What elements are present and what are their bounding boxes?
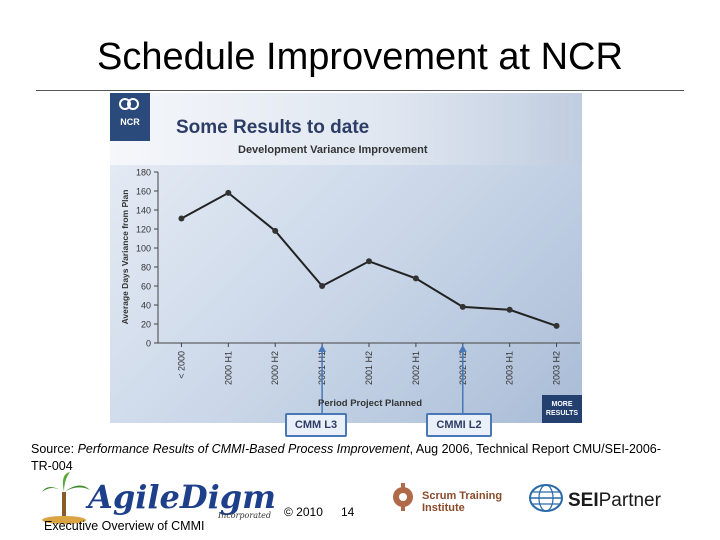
footer-text: Executive Overview of CMMI — [44, 519, 205, 533]
annotation-tag-cmm-l3: CMM L3 — [285, 413, 347, 437]
annotation-lines — [318, 345, 467, 415]
source-title: Performance Results of CMMI-Based Proces… — [77, 442, 410, 456]
chart-title: Development Variance Improvement — [238, 144, 428, 156]
y-tick-label: 80 — [141, 263, 151, 273]
agiledigm-wordmark: AgileDigm — [85, 478, 276, 516]
x-axis-label: Period Project Planned — [318, 398, 422, 409]
annotation-arrow — [458, 345, 467, 352]
y-axis-label: Average Days Variance from Plan — [120, 190, 130, 325]
ncr-mark-icon — [119, 98, 139, 110]
data-point — [506, 306, 513, 313]
agiledigm-logo: AgileDigm Incorporated — [42, 472, 276, 524]
y-tick-label: 160 — [136, 187, 151, 197]
ncr-logo: NCR — [110, 93, 150, 141]
y-tick-label: 40 — [141, 301, 151, 311]
source-citation: Source: Performance Results of CMMI-Base… — [31, 441, 671, 475]
sei-partner-text: SEIPartner — [568, 490, 662, 511]
annotation-tag-cmmi-l2: CMMI L2 — [426, 413, 492, 437]
source-prefix: Source: — [31, 442, 78, 456]
ncr-logo-text: NCR — [120, 117, 140, 127]
y-tick-label: 20 — [141, 320, 151, 330]
more-results-line2: RESULTS — [545, 410, 579, 417]
x-tick-label: < 2000 — [176, 351, 186, 379]
y-tick-label: 180 — [136, 168, 151, 178]
x-tick-label: 2002 H1 — [411, 351, 421, 385]
y-tick-label: 0 — [146, 339, 151, 349]
palm-tree-icon — [42, 472, 90, 524]
x-tick-label: 2001 H2 — [364, 351, 374, 385]
y-tick-label: 100 — [136, 244, 151, 254]
x-tick-label: 2003 H2 — [552, 351, 562, 385]
data-point — [178, 215, 185, 222]
panel-heading: Some Results to date — [176, 117, 370, 138]
more-results-badge[interactable]: MORE RESULTS — [542, 395, 582, 423]
data-point — [366, 258, 372, 265]
line-chart: 0 20 40 60 80 100 120 140 160 180 < 2000 2000 H1 20… — [120, 168, 580, 415]
title-divider — [36, 90, 684, 91]
data-series — [178, 189, 560, 329]
data-point — [412, 275, 419, 282]
y-tick-label: 120 — [136, 225, 151, 235]
sei-partner-word: Partner — [599, 490, 662, 511]
x-tick-label: 2000 H2 — [270, 351, 280, 385]
data-point — [272, 227, 279, 234]
sei-partner-logo: SEIPartner — [529, 484, 662, 512]
data-point — [459, 303, 466, 310]
x-tick-label: 2000 H1 — [223, 351, 233, 385]
x-tick-label: 2003 H1 — [505, 351, 515, 385]
annotation-arrow — [318, 345, 327, 352]
scrum-logo-line1: Scrum Training — [422, 490, 502, 502]
scrum-gear-icon — [393, 483, 413, 511]
chart-panel: NCR Some Results to date Development Var… — [110, 93, 582, 423]
scrum-training-logo: Scrum Training Institute — [393, 483, 502, 514]
y-axis: 0 20 40 60 80 100 120 140 160 180 — [136, 168, 159, 349]
globe-icon — [529, 484, 563, 512]
data-point — [319, 283, 326, 289]
data-point — [225, 189, 232, 196]
agiledigm-incorporated: Incorporated — [217, 511, 271, 520]
more-results-line1: MORE — [551, 401, 573, 408]
y-tick-label: 60 — [141, 282, 151, 292]
slide-title: Schedule Improvement at NCR — [97, 36, 623, 78]
data-point — [553, 322, 560, 329]
y-tick-label: 140 — [136, 206, 151, 216]
page-number: 14 — [341, 505, 355, 519]
scrum-logo-line2: Institute — [422, 502, 465, 514]
source-suffix: , Aug 2006, Technical Report CMU/SEI-200… — [31, 442, 661, 473]
panel-header-band — [110, 93, 582, 165]
copyright: © 2010 — [284, 505, 323, 519]
sei-bold-text: SEI — [568, 490, 599, 511]
